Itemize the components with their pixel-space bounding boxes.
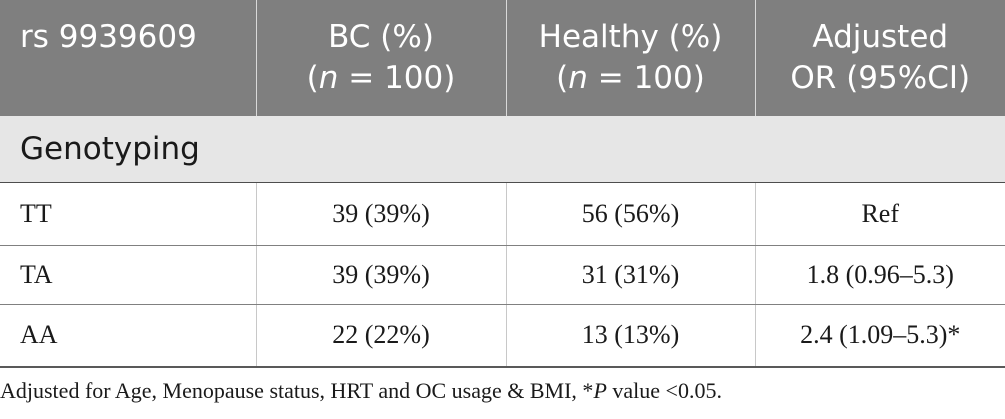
genotype-table: rs 9939609 BC (%) (n = 100) Healthy (%) … — [0, 0, 1005, 368]
header-healthy-n: n — [568, 60, 588, 96]
footnote-p: P — [593, 378, 607, 403]
cell-or: 2.4 (1.09–5.3)* — [755, 304, 1005, 368]
header-bc-open-paren: ( — [306, 60, 319, 96]
cell-or: 1.8 (0.96–5.3) — [755, 245, 1005, 305]
header-healthy-open-paren: ( — [556, 60, 569, 96]
table-footnote: Adjusted for Age, Menopause status, HRT … — [0, 378, 722, 404]
table-row: AA 22 (22%) 13 (13%) 2.4 (1.09–5.3)* — [0, 304, 1005, 368]
section-row: Genotyping — [0, 116, 1005, 183]
header-row: rs 9939609 BC (%) (n = 100) Healthy (%) … — [0, 0, 1005, 116]
cell-bc: 39 (39%) — [256, 245, 507, 305]
header-healthy-label: Healthy (%) — [538, 19, 723, 55]
header-healthy: Healthy (%) (n = 100) — [506, 0, 756, 116]
header-snp-label: rs 9939609 — [20, 19, 197, 55]
header-healthy-count: = 100) — [587, 60, 705, 96]
cell-genotype: TT — [0, 182, 257, 246]
genotype-table-container: rs 9939609 BC (%) (n = 100) Healthy (%) … — [0, 0, 1005, 368]
header-or: Adjusted OR (95%CI) — [755, 0, 1005, 116]
cell-bc: 39 (39%) — [256, 182, 507, 246]
header-bc-n: n — [318, 60, 339, 96]
cell-genotype: AA — [0, 304, 257, 368]
table-row: TA 39 (39%) 31 (31%) 1.8 (0.96–5.3) — [0, 245, 1005, 305]
cell-healthy: 13 (13%) — [506, 304, 756, 368]
footnote-tail: value <0.05. — [606, 378, 722, 403]
header-bc: BC (%) (n = 100) — [256, 0, 507, 116]
table-row: TT 39 (39%) 56 (56%) Ref — [0, 182, 1005, 246]
cell-healthy: 31 (31%) — [506, 245, 756, 305]
header-or-line2: OR (95%CI) — [790, 60, 971, 96]
header-bc-count: = 100) — [338, 60, 456, 96]
footnote-text: Adjusted for Age, Menopause status, HRT … — [0, 378, 594, 403]
header-bc-label: BC (%) — [328, 19, 434, 55]
header-or-line1: Adjusted — [812, 19, 949, 55]
cell-healthy: 56 (56%) — [506, 182, 756, 246]
section-label: Genotyping — [0, 116, 1005, 183]
cell-bc: 22 (22%) — [256, 304, 507, 368]
cell-genotype: TA — [0, 245, 257, 305]
header-snp: rs 9939609 — [0, 0, 257, 116]
cell-or: Ref — [755, 182, 1005, 246]
